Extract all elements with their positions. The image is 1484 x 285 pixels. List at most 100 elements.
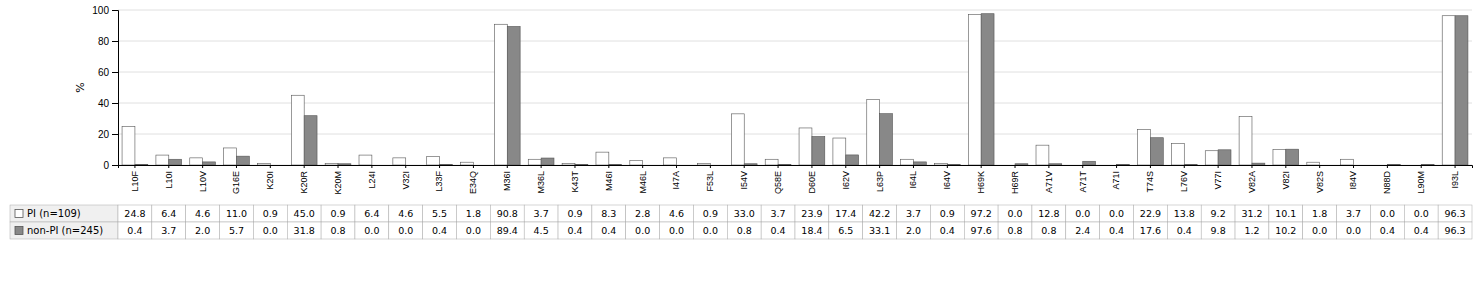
bar <box>1083 161 1096 165</box>
tick-mark <box>574 165 575 168</box>
data-label: 31.8 <box>294 225 315 236</box>
data-label: 0.9 <box>940 208 955 219</box>
table-cell <box>423 205 457 222</box>
data-label: 10.2 <box>1275 225 1296 236</box>
bar <box>393 158 406 165</box>
plot-area: 020406080100%L10FL10IL10VG16EK20IK20RK20… <box>10 5 1473 239</box>
table-cell <box>287 205 321 222</box>
bar <box>677 165 690 166</box>
bar <box>880 114 893 165</box>
bar <box>1138 130 1151 165</box>
bar <box>1117 164 1130 165</box>
tick-mark <box>304 165 305 168</box>
bar <box>528 159 541 165</box>
bar <box>744 164 757 165</box>
bar <box>1036 145 1049 165</box>
tick-label: L24I <box>367 171 377 189</box>
table-cell <box>355 222 389 239</box>
table-cell <box>626 222 660 239</box>
bar-series <box>122 14 1455 165</box>
tick-mark <box>1319 165 1320 168</box>
data-label: 0.0 <box>1312 225 1327 236</box>
x-tick: H69R <box>1010 165 1020 194</box>
data-label: 0.0 <box>1414 208 1429 219</box>
bars <box>122 14 1468 165</box>
x-tick: L63P <box>875 165 885 192</box>
tick-mark <box>1184 165 1185 168</box>
y-axis-title: % <box>74 82 87 92</box>
table-cell <box>558 222 592 239</box>
x-tick: V82I <box>1281 165 1291 190</box>
tick-mark <box>202 165 203 168</box>
x-tick: K20R <box>299 165 309 194</box>
data-label: 22.9 <box>1140 208 1161 219</box>
data-label: 0.4 <box>940 225 955 236</box>
bar <box>833 138 846 165</box>
y-tick: 60 <box>98 67 118 78</box>
table-cell <box>220 222 254 239</box>
x-tick: I47A <box>671 165 681 190</box>
data-label: 0.4 <box>432 225 447 236</box>
bar <box>664 158 677 165</box>
x-tick: V77I <box>1213 165 1223 190</box>
tick-mark <box>778 165 779 168</box>
bar <box>1218 150 1231 165</box>
table-cell <box>1438 222 1472 239</box>
x-tick: G16E <box>231 165 241 194</box>
data-label: 0.4 <box>1380 225 1395 236</box>
table-cell <box>1269 222 1303 239</box>
data-label: 0.4 <box>567 225 582 236</box>
data-label: 0.0 <box>364 225 379 236</box>
tick-mark <box>676 165 677 168</box>
bar <box>765 159 778 165</box>
x-tick: M36L <box>536 165 546 194</box>
bar <box>1307 162 1320 165</box>
data-label: 1.8 <box>466 208 481 219</box>
data-label: 0.0 <box>398 225 413 236</box>
tick-label: A71I <box>1111 171 1121 190</box>
x-tick: L10F <box>130 165 140 192</box>
tick-label: 0 <box>103 160 109 171</box>
bar <box>901 159 914 165</box>
table-cell <box>998 205 1032 222</box>
table-cell <box>1404 205 1438 222</box>
x-tick: E34Q <box>468 165 478 194</box>
table-cell <box>118 205 152 222</box>
data-label: 0.4 <box>601 225 616 236</box>
tick-mark <box>1421 165 1422 168</box>
tick-label: G16E <box>231 171 241 194</box>
x-tick: L33F <box>434 165 444 192</box>
tick-label: F53L <box>705 171 715 192</box>
tick-mark <box>112 134 118 135</box>
tick-label: I47A <box>671 171 681 190</box>
data-label: 2.8 <box>635 208 650 219</box>
table-cell <box>457 222 491 239</box>
bar <box>190 158 203 165</box>
bar <box>1002 165 1015 166</box>
data-label: 3.7 <box>161 225 176 236</box>
bar <box>1184 164 1197 165</box>
tick-mark <box>1048 165 1049 168</box>
table-cell <box>1201 222 1235 239</box>
tick-mark <box>236 165 237 168</box>
tick-label: H69K <box>976 171 986 194</box>
data-label: 6.5 <box>838 225 853 236</box>
x-tick: T74S <box>1145 165 1155 193</box>
bar <box>461 162 474 165</box>
x-tick: K20I <box>265 165 275 190</box>
table-cell <box>118 222 152 239</box>
chart: 020406080100%L10FL10IL10VG16EK20IK20RK20… <box>0 0 1484 285</box>
table-cell <box>1066 205 1100 222</box>
x-tick: H69K <box>976 165 986 194</box>
x-tick: M46I <box>604 165 614 191</box>
tick-label: I93L <box>1450 171 1460 189</box>
tick-label: M36L <box>536 171 546 194</box>
tick-label: T74S <box>1145 171 1155 193</box>
bar <box>1150 138 1163 165</box>
table-cell <box>998 222 1032 239</box>
bar <box>507 26 520 165</box>
y-tick: 0 <box>103 160 118 171</box>
data-label: 23.9 <box>801 208 822 219</box>
bar <box>156 155 169 165</box>
tick-label: L10I <box>164 171 174 189</box>
